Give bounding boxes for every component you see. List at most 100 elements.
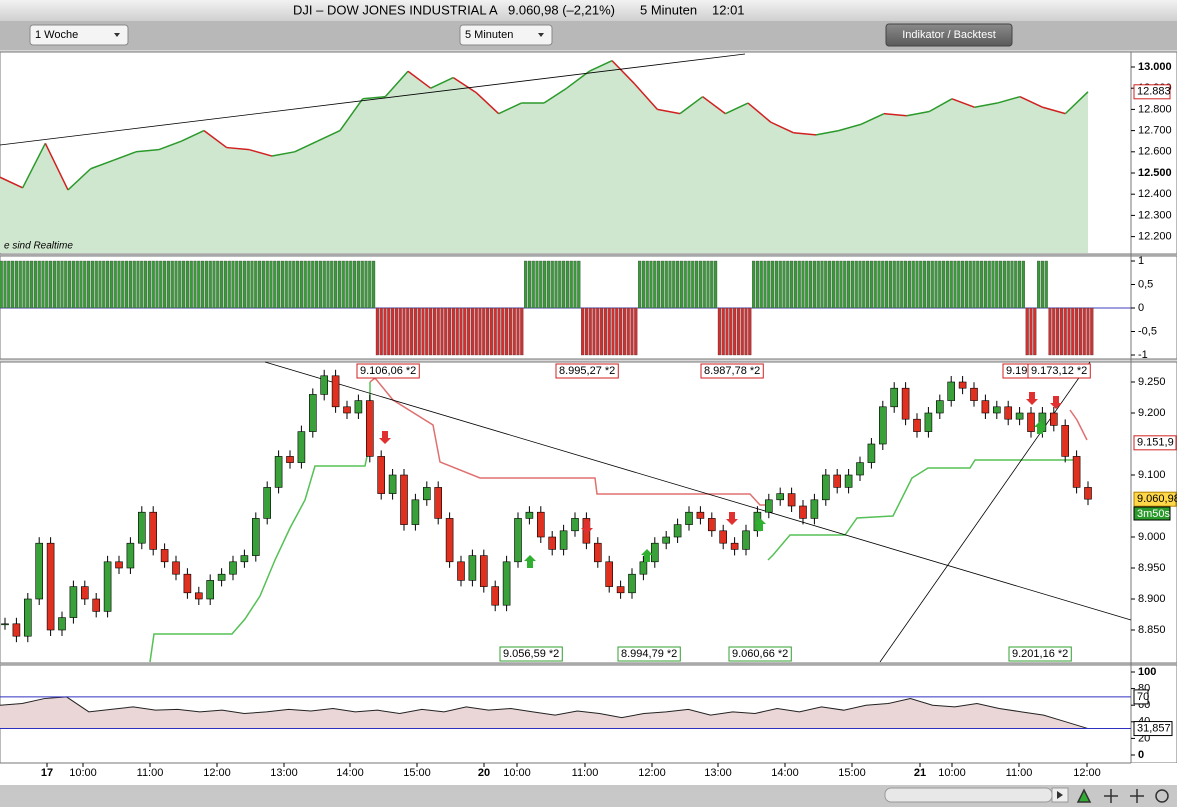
signal-bar [1078, 307, 1082, 356]
signal-bar [850, 260, 854, 309]
signal-bar [923, 260, 927, 309]
time-label: 21 [914, 767, 926, 779]
signal-bar [843, 260, 847, 309]
candle-body [217, 573, 226, 581]
candle-body [810, 499, 819, 519]
price-annotation: 8.995,27 *2 [559, 365, 615, 377]
signal-bar [402, 307, 406, 356]
candle-body [297, 431, 306, 463]
candle-body [263, 487, 272, 519]
signal-bar [638, 260, 642, 309]
y-tick-label: 1 [1138, 255, 1144, 267]
candle-body [434, 487, 443, 519]
indicator-segment [339, 98, 364, 132]
time-label: 12:00 [1073, 767, 1101, 779]
tool-icon[interactable] [1076, 788, 1092, 803]
signal-bar [1052, 307, 1056, 356]
annotation-box [617, 646, 681, 662]
indicator-segment [838, 123, 862, 132]
zoom-icon[interactable] [1104, 789, 1118, 803]
value-box-label: 31,857 [1137, 722, 1171, 734]
signal-bar [702, 260, 706, 309]
candle-body [229, 561, 237, 575]
indicator-segment [657, 108, 681, 115]
signal-bar [1033, 307, 1037, 356]
annotation-box [700, 363, 764, 379]
candle-body [411, 499, 420, 525]
signal-bar [964, 260, 968, 309]
signal-bar [972, 260, 976, 309]
signal-bar [1002, 260, 1006, 309]
time-label: 10:00 [503, 767, 531, 779]
signal-bar [11, 260, 15, 309]
signal-bar [444, 307, 448, 356]
signal-bar [322, 260, 326, 309]
signal-bar [767, 260, 771, 309]
signal-bar [49, 260, 53, 309]
candle-body [46, 542, 55, 631]
indicator-button[interactable] [885, 23, 1013, 47]
signal-bar [185, 260, 189, 309]
candle-body [981, 400, 990, 414]
signal-bar [535, 260, 539, 309]
candle-body [559, 530, 568, 550]
signal-bar [676, 260, 680, 309]
signal-bar [752, 260, 756, 309]
time-label: 14:00 [771, 767, 799, 779]
time-label: 20 [478, 767, 490, 779]
trend-line [264, 361, 1132, 621]
signal-bar [588, 307, 592, 356]
countdown-label: 3m50s [1137, 508, 1171, 520]
y-tick-label: 9.250 [1138, 376, 1166, 388]
candle-body [103, 561, 112, 612]
time-label: 12:00 [203, 767, 231, 779]
countdown-box [1133, 506, 1171, 521]
indicator-segment [475, 91, 500, 115]
signal-bar [679, 260, 683, 309]
signal-bar [812, 260, 816, 309]
signal-bar [349, 260, 353, 309]
value-box-label: 70 [1137, 691, 1149, 703]
signal-bar [1014, 260, 1018, 309]
signal-bar [90, 260, 94, 309]
signal-bar [136, 260, 140, 309]
candle-body [1015, 412, 1024, 420]
signal-bar [873, 260, 877, 309]
value-box [1133, 689, 1149, 705]
signal-bar [193, 260, 197, 309]
candle-body [571, 518, 579, 532]
signal-bar [755, 260, 759, 309]
signal-bar [83, 260, 87, 309]
signal-bar [334, 260, 338, 309]
y-tick-label: 9.000 [1138, 531, 1166, 543]
signal-bar [657, 260, 661, 309]
candle-body [821, 474, 830, 501]
indicator-segment [90, 159, 114, 170]
candle-body [639, 561, 648, 575]
signal-bar [223, 260, 227, 309]
candle-body [1072, 456, 1081, 488]
signal-bar [797, 260, 801, 309]
sell-arrow [1026, 392, 1038, 405]
interval-label: 5 Minuten [465, 29, 513, 41]
signal-bar [1037, 260, 1041, 309]
signal-bar [634, 307, 638, 356]
signal-bar [220, 260, 224, 309]
signal-bar [1021, 260, 1025, 309]
signal-bar [166, 260, 170, 309]
signal-bar [125, 260, 129, 309]
title-price: 9.060,98 (–2,21%) [508, 2, 615, 17]
period-dropdown[interactable] [29, 24, 129, 46]
signal-bar [581, 307, 585, 356]
zoom-in-icon[interactable] [1155, 789, 1169, 803]
signal-bar [892, 260, 896, 309]
scroll-thumb[interactable] [884, 787, 1053, 803]
trend-line [0, 53, 746, 146]
signal-bar [778, 260, 782, 309]
move-icon[interactable] [1130, 789, 1144, 803]
value-box [1133, 84, 1171, 100]
panel-3-content: 9.250 9.200 9.100 9.000 8.950 8.900 8.850 9.106… [1, 361, 1177, 663]
time-label: 15:00 [403, 767, 431, 779]
interval-dropdown[interactable] [459, 24, 553, 46]
indicator-segment [951, 98, 975, 108]
